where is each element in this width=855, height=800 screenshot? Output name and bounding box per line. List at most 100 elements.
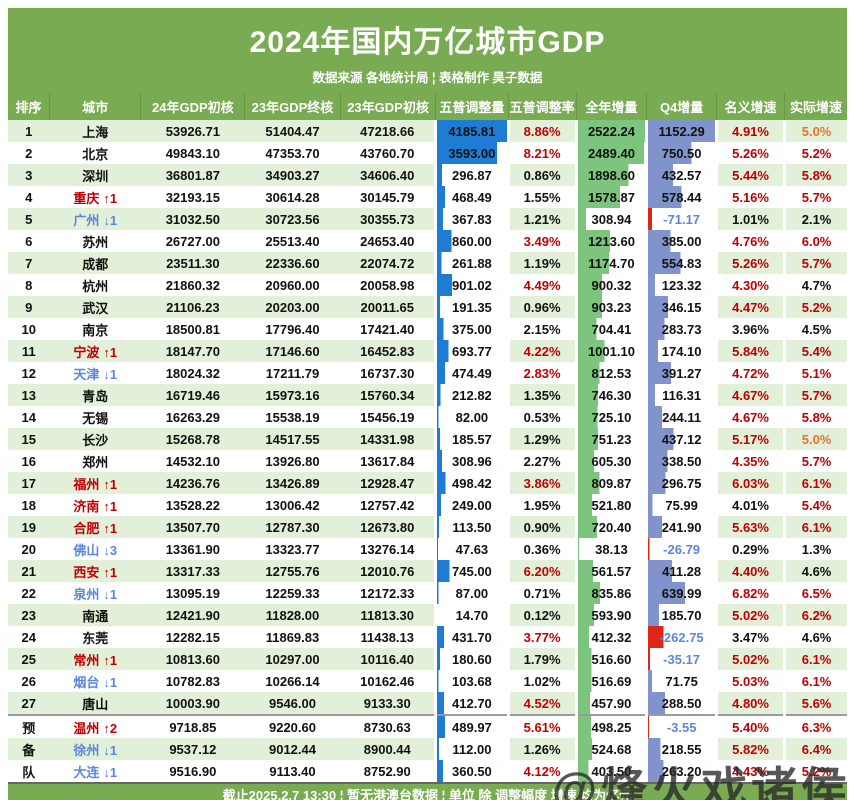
city-cell: 常州 ↑1 xyxy=(49,648,141,670)
gdp23-initial-cell: 30145.79 xyxy=(360,189,415,205)
table-row: 17 福州 ↑1 14236.76 13426.89 12928.47 498.42 3.86… xyxy=(8,472,847,494)
census-adjustment-cell: 87.00 xyxy=(434,582,509,604)
adjustment-rate-cell: 1.29% xyxy=(506,428,577,450)
gdp23-initial-cell: 10162.46 xyxy=(360,673,415,689)
adjustment-rate-cell: 2.15% xyxy=(506,318,577,340)
city-name: 杭州 xyxy=(82,278,109,294)
gdp24-cell: 18024.32 xyxy=(165,365,220,381)
annual-increment-cell: 835.86 xyxy=(574,582,647,604)
table-row: 队大连 ↓1 9516.90 9113.40 8752.90 360.50 4.12% 403… xyxy=(8,760,847,782)
real-growth-cell: 5.8% xyxy=(783,406,847,428)
city-cell: 佛山 ↓3 xyxy=(50,538,141,560)
adjustment-rate-cell: 1.21% xyxy=(506,208,577,230)
real-growth-cell: 6.2% xyxy=(783,604,847,626)
adjustment-rate-cell: 4.49% xyxy=(506,274,577,296)
city-name: 深圳 xyxy=(82,168,109,184)
annual-increment-cell: 1898.60 xyxy=(574,164,647,186)
gdp24-cell: 23511.30 xyxy=(140,252,245,274)
table-row: 16 郑州 14532.10 13926.80 13617.84 308.96 2.27% 6… xyxy=(8,450,847,472)
rank-cell: 21 xyxy=(8,560,50,582)
nominal-growth-cell: 4.40% xyxy=(714,560,785,582)
q4-increment-cell: 346.15 xyxy=(645,296,717,318)
city-name: 青岛 xyxy=(82,388,109,404)
q4-increment-cell: 263.20 xyxy=(645,760,717,782)
nominal-growth-cell: 5.40% xyxy=(714,714,785,738)
city-cell: 济南 ↑1 xyxy=(50,494,141,516)
table-row: 12 天津 ↓1 18024.32 17211.79 16737.30 474.49 2.83… xyxy=(8,362,847,384)
nominal-growth-cell: 4.91% xyxy=(714,120,785,142)
city-cell: 无锡 xyxy=(50,406,141,428)
rank-down-indicator: ↓1 xyxy=(103,366,118,382)
gdp24-cell: 15268.78 xyxy=(140,428,245,450)
adjustment-rate-cell: 1.35% xyxy=(506,384,577,406)
column-header-9: 名义增速 xyxy=(715,92,785,120)
gdp24-cell: 13528.22 xyxy=(165,497,220,513)
census-adjustment-cell: 308.96 xyxy=(434,450,509,472)
census-adjustment-cell: 4185.81 xyxy=(434,120,509,142)
nominal-growth-cell: 0.29% xyxy=(714,538,785,560)
city-cell: 西安 ↑1 xyxy=(49,560,141,582)
city-name: 大连 xyxy=(73,764,100,780)
city-cell: 南京 xyxy=(50,318,141,340)
city-name: 武汉 xyxy=(82,300,109,316)
nominal-growth-cell: 5.26% xyxy=(714,142,785,164)
q4-increment-cell: 385.00 xyxy=(645,230,717,252)
annual-increment-cell: 516.69 xyxy=(574,670,647,692)
city-name: 温州 xyxy=(73,720,100,736)
adjustment-rate-cell: 2.83% xyxy=(506,362,577,384)
q4-increment-cell: -3.55 xyxy=(645,714,717,738)
gdp23-final-cell: 34903.27 xyxy=(244,164,341,186)
nominal-growth-cell: 4.67% xyxy=(714,384,785,406)
gdp23-final-cell: 20203.00 xyxy=(244,296,341,318)
census-adjustment-cell: 412.70 xyxy=(434,692,509,715)
city-name: 天津 xyxy=(73,366,100,382)
annual-increment-cell: 809.87 xyxy=(574,472,647,494)
rank-up-indicator: ↑1 xyxy=(103,476,118,492)
q4-increment-cell: 174.10 xyxy=(645,340,717,362)
real-growth-cell: 5.2% xyxy=(783,760,847,782)
annual-increment-cell: 38.13 xyxy=(574,538,647,560)
gdp23-initial-cell: 8900.44 xyxy=(340,738,436,760)
gdp23-final-cell: 13323.77 xyxy=(265,541,320,557)
gdp23-initial-cell: 13276.14 xyxy=(360,541,415,557)
gdp23-final-cell: 12787.30 xyxy=(244,516,341,538)
table-row: 9 武汉 21106.23 20203.00 20011.65 191.35 0.96% 90… xyxy=(8,296,847,318)
city-cell: 天津 ↓1 xyxy=(50,362,141,384)
annual-increment-cell: 900.32 xyxy=(574,274,647,296)
rank-cell: 14 xyxy=(21,409,36,425)
real-growth-cell: 6.4% xyxy=(783,738,847,760)
city-cell: 宁波 ↑1 xyxy=(49,340,141,362)
census-adjustment-cell: 296.87 xyxy=(434,164,509,186)
q4-increment-cell: 283.73 xyxy=(645,318,717,340)
column-header-4: 23年GDP初核 xyxy=(339,92,436,120)
rank-up-indicator: ↑2 xyxy=(103,720,118,736)
gdp23-final-cell: 9113.40 xyxy=(269,763,316,779)
nominal-growth-cell: 5.02% xyxy=(714,648,785,670)
city-cell: 温州 ↑2 xyxy=(49,714,141,738)
rank-cell: 24 xyxy=(21,629,36,645)
adjustment-rate-cell: 5.61% xyxy=(506,714,577,738)
census-adjustment-cell: 103.68 xyxy=(434,670,509,692)
real-growth-cell: 6.0% xyxy=(783,230,847,252)
adjustment-rate-cell: 1.55% xyxy=(506,186,577,208)
real-growth-cell: 5.8% xyxy=(783,164,847,186)
q4-increment-cell: 750.50 xyxy=(645,142,717,164)
city-name: 成都 xyxy=(82,256,109,272)
table-body: 1 上海 53926.71 51404.47 47218.66 4185.81 8.86% 2… xyxy=(8,120,847,782)
city-name: 徐州 xyxy=(73,742,100,758)
rank-up-indicator: ↑1 xyxy=(103,652,118,668)
city-cell: 东莞 xyxy=(50,626,141,648)
q4-increment-cell: 244.11 xyxy=(645,406,717,428)
table-row: 27 唐山 10003.90 9546.00 9133.30 412.70 4.52% 457… xyxy=(8,692,847,715)
gdp23-final-cell: 15973.16 xyxy=(244,384,341,406)
rank-down-indicator: ↓1 xyxy=(103,586,118,602)
table-row: 21 西安 ↑1 13317.33 12755.76 12010.76 745.00 6.20… xyxy=(8,560,847,582)
rank-cell: 22 xyxy=(21,585,36,601)
annual-increment-cell: 720.40 xyxy=(574,516,647,538)
annual-increment-cell: 1174.70 xyxy=(574,252,647,274)
table-row: 22 泉州 ↓1 13095.19 12259.33 12172.33 87.00 0.71%… xyxy=(8,582,847,604)
rank-down-indicator: ↓1 xyxy=(103,674,118,690)
rank-cell: 4 xyxy=(25,189,33,205)
nominal-growth-cell: 5.16% xyxy=(714,186,785,208)
q4-increment-cell: 391.27 xyxy=(645,362,717,384)
